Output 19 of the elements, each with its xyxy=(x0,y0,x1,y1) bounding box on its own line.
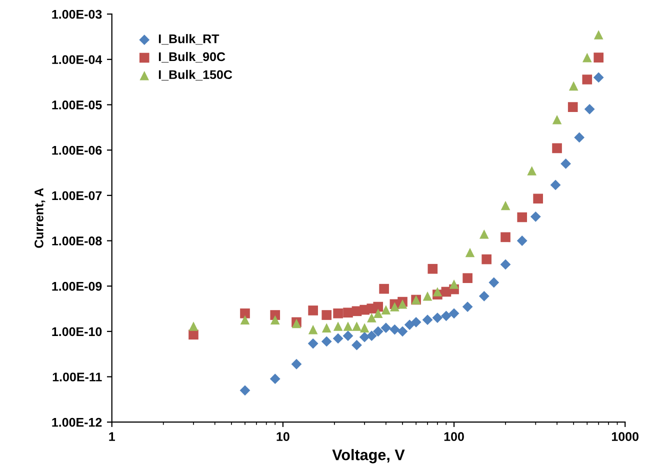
y-tick-label: 1.00E-10 xyxy=(52,327,102,336)
x-tick-label: 1 xyxy=(109,432,115,441)
y-tick-label: 1.00E-12 xyxy=(52,418,102,427)
y-tick-label: 1.00E-08 xyxy=(52,236,102,246)
legend-label: I_Bulk_150C xyxy=(158,70,232,80)
x-tick-label: 100 xyxy=(444,432,464,442)
y-tick-label: 1.00E-04 xyxy=(52,55,102,64)
x-tick-label: 10 xyxy=(276,432,290,442)
y-tick-label: 1.00E-03 xyxy=(52,10,102,19)
x-axis-title: Voltage, V xyxy=(332,449,405,464)
y-axis-title: Current, A xyxy=(34,188,46,248)
y-tick-label: 1.00E-05 xyxy=(52,100,102,110)
legend-label: I_Bulk_RT xyxy=(158,34,220,45)
y-tick-label: 1.00E-07 xyxy=(52,191,102,200)
legend-label: I_Bulk_90C xyxy=(158,52,226,63)
x-tick-label: 1000 xyxy=(612,432,638,442)
y-tick-label: 1.00E-06 xyxy=(52,146,102,155)
y-tick-label: 1.00E-11 xyxy=(52,372,102,382)
y-tick-label: 1.00E-09 xyxy=(52,282,102,291)
